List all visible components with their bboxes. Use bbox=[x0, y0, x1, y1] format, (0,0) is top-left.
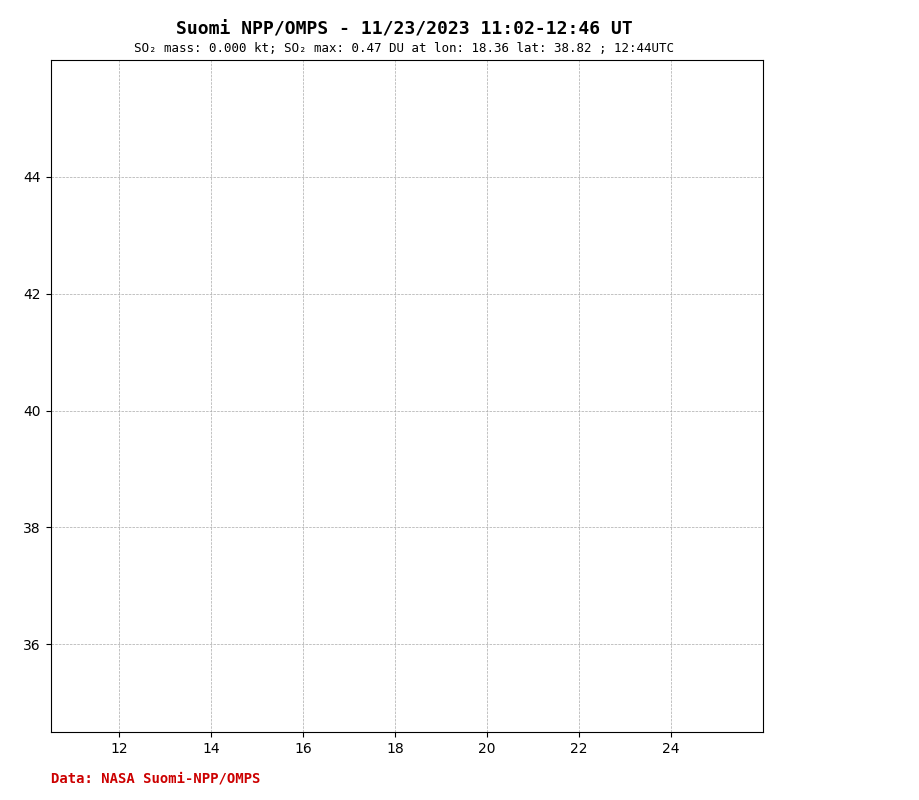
Text: Suomi NPP/OMPS - 11/23/2023 11:02-12:46 UT: Suomi NPP/OMPS - 11/23/2023 11:02-12:46 … bbox=[176, 20, 633, 38]
Text: SO₂ mass: 0.000 kt; SO₂ max: 0.47 DU at lon: 18.36 lat: 38.82 ; 12:44UTC: SO₂ mass: 0.000 kt; SO₂ max: 0.47 DU at … bbox=[134, 42, 675, 54]
Text: Data: NASA Suomi-NPP/OMPS: Data: NASA Suomi-NPP/OMPS bbox=[51, 771, 260, 786]
